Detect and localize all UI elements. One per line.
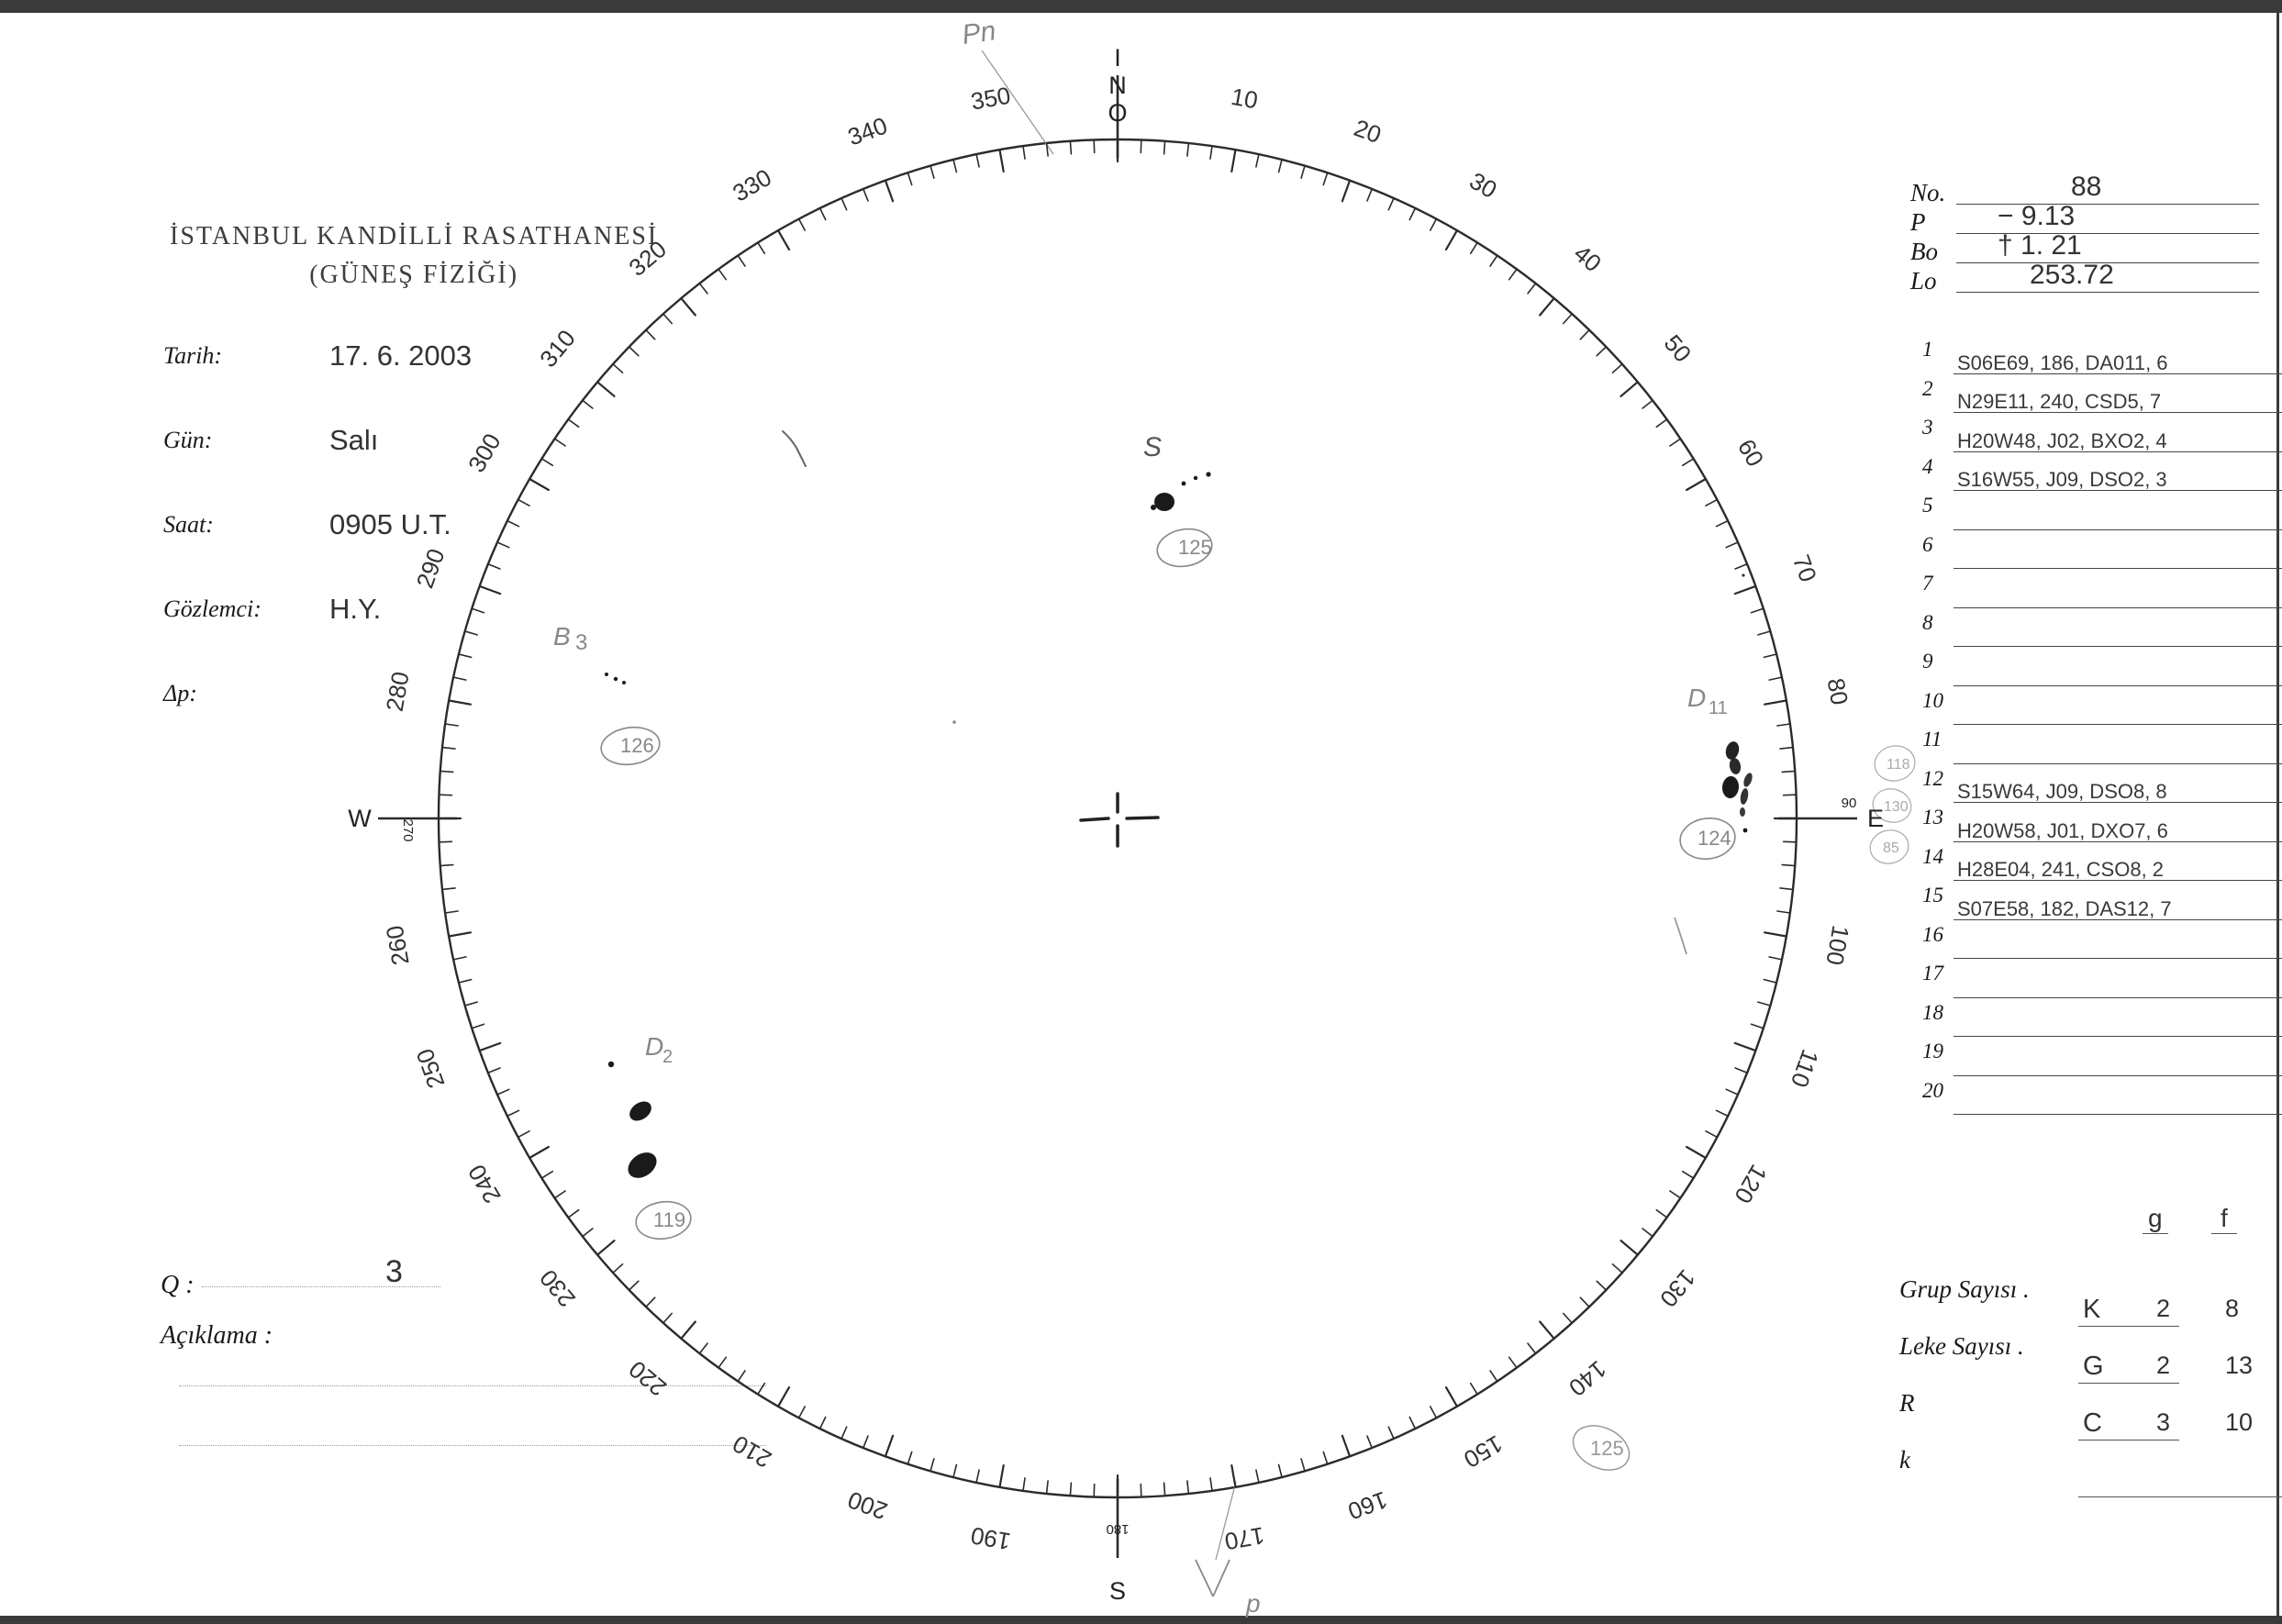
svg-text:20: 20: [1351, 114, 1385, 149]
svg-text:119: 119: [653, 1208, 685, 1231]
svg-text:10: 10: [1230, 83, 1261, 115]
svg-text:11: 11: [1709, 698, 1728, 718]
svg-text:290: 290: [411, 545, 451, 592]
svg-text:70: 70: [1787, 551, 1822, 585]
svg-text:126: 126: [620, 734, 654, 757]
svg-text:350: 350: [969, 82, 1013, 116]
svg-text:S: S: [1143, 432, 1162, 462]
svg-text:170: 170: [1222, 1521, 1266, 1555]
svg-text:O: O: [1108, 99, 1127, 127]
svg-text:220: 220: [623, 1355, 672, 1402]
svg-text:250: 250: [411, 1045, 451, 1092]
svg-text:200: 200: [844, 1485, 891, 1525]
svg-text:240: 240: [462, 1160, 506, 1208]
svg-text:Pn: Pn: [960, 16, 997, 50]
svg-text:130: 130: [1654, 1264, 1701, 1313]
svg-text:60: 60: [1732, 434, 1769, 471]
svg-text:125: 125: [1178, 536, 1212, 559]
svg-text:180: 180: [1106, 1521, 1129, 1537]
svg-text:3: 3: [575, 630, 587, 655]
svg-text:100: 100: [1820, 923, 1854, 967]
svg-text:330: 330: [728, 163, 776, 207]
svg-text:D: D: [1687, 684, 1706, 712]
svg-text:85: 85: [1883, 840, 1899, 856]
svg-text:270: 270: [400, 818, 416, 841]
svg-text:2: 2: [662, 1047, 673, 1067]
svg-text:90: 90: [1842, 795, 1857, 811]
svg-text:110: 110: [1786, 1046, 1824, 1091]
svg-text:I: I: [1114, 44, 1121, 72]
svg-text:340: 340: [844, 112, 891, 151]
svg-text:124: 124: [1698, 827, 1731, 850]
svg-text:50: 50: [1659, 329, 1698, 367]
svg-text:320: 320: [623, 235, 672, 282]
svg-text:310: 310: [534, 324, 581, 373]
svg-text:E: E: [1867, 805, 1884, 832]
svg-text:230: 230: [534, 1264, 581, 1313]
svg-text:210: 210: [728, 1429, 776, 1474]
svg-text:p: p: [1245, 1589, 1261, 1618]
svg-text:160: 160: [1344, 1485, 1391, 1525]
svg-text:S: S: [1109, 1577, 1126, 1605]
svg-text:40: 40: [1569, 239, 1607, 278]
svg-text:120: 120: [1729, 1160, 1773, 1208]
svg-text:118: 118: [1887, 757, 1910, 773]
svg-text:30: 30: [1464, 167, 1501, 204]
svg-text:300: 300: [462, 428, 506, 477]
svg-text:140: 140: [1564, 1355, 1612, 1402]
svg-text:280: 280: [381, 670, 415, 714]
svg-text:B: B: [553, 622, 571, 651]
svg-text:150: 150: [1459, 1429, 1508, 1474]
svg-text:W: W: [348, 805, 372, 832]
svg-text:190: 190: [969, 1521, 1013, 1555]
svg-text:D: D: [645, 1032, 663, 1061]
svg-text:260: 260: [381, 923, 415, 967]
svg-text:130: 130: [1884, 799, 1909, 815]
svg-text:125: 125: [1590, 1437, 1624, 1460]
svg-text:80: 80: [1822, 676, 1854, 707]
svg-text:N: N: [1108, 72, 1127, 99]
